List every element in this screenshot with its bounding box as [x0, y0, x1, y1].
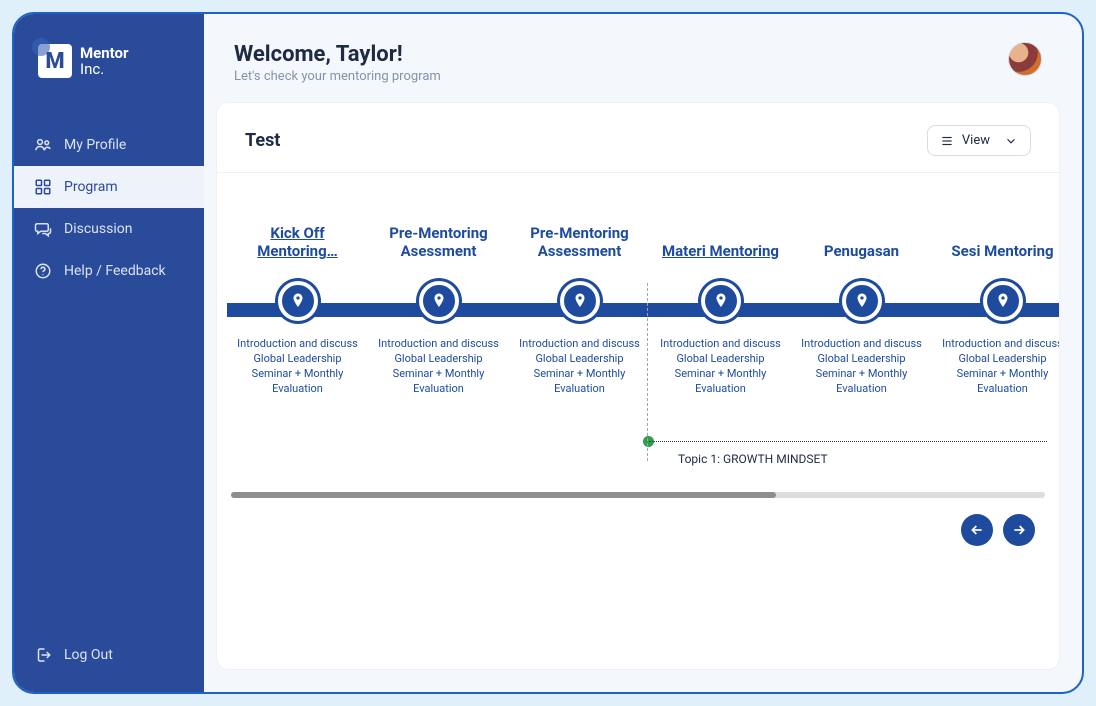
- brand-line1: Mentor: [80, 45, 128, 62]
- logout-icon: [34, 646, 52, 664]
- prev-button[interactable]: [961, 514, 993, 546]
- step-description: Introduction and discuss Global Leadersh…: [791, 337, 932, 396]
- pin-icon: [712, 292, 730, 310]
- timeline-step[interactable]: Pre-Mentoring Assessment Introduction and…: [509, 217, 650, 396]
- step-title: Pre-Mentoring Assessment: [509, 217, 650, 261]
- card-title: Test: [245, 130, 280, 151]
- step-marker: [278, 281, 318, 321]
- pin-icon: [430, 292, 448, 310]
- step-description: Introduction and discuss Global Leadersh…: [509, 337, 650, 396]
- step-description: Introduction and discuss Global Leadersh…: [227, 337, 368, 396]
- sidebar-item-discussion[interactable]: Discussion: [14, 208, 204, 250]
- timeline: Kick Off Mentoring… Introduction and disc…: [217, 173, 1059, 546]
- sidebar-item-label: Help / Feedback: [64, 263, 166, 279]
- sidebar-spacer: [14, 292, 204, 626]
- sidebar-item-label: Discussion: [64, 221, 132, 237]
- step-description: Introduction and discuss Global Leadersh…: [650, 337, 791, 396]
- arrow-left-icon: [969, 522, 985, 538]
- brand-text: Mentor Inc.: [80, 45, 128, 78]
- pin-icon: [571, 292, 589, 310]
- topic-dotted-line: [649, 441, 1047, 442]
- timeline-step[interactable]: Materi Mentoring Introduction and discuss…: [650, 217, 791, 396]
- sidebar-nav: My Profile Program Discussion Help / Fee…: [14, 124, 204, 292]
- timeline-step[interactable]: Pre-Mentoring Asessment Introduction and …: [368, 217, 509, 396]
- brand-mark-letter: M: [45, 49, 64, 74]
- brand-logo: M Mentor Inc.: [14, 34, 204, 108]
- sidebar-item-label: Program: [64, 179, 118, 195]
- chevron-down-icon: [1004, 134, 1018, 148]
- pin-icon: [853, 292, 871, 310]
- step-title: Sesi Mentoring: [932, 217, 1060, 261]
- brand-mark: M: [38, 44, 72, 78]
- brand-line2: Inc.: [80, 61, 128, 78]
- topbar: Welcome, Taylor! Let's check your mentor…: [204, 14, 1082, 102]
- sidebar-item-help[interactable]: Help / Feedback: [14, 250, 204, 292]
- view-dropdown[interactable]: View: [927, 125, 1031, 156]
- step-marker: [560, 281, 600, 321]
- page-subtitle: Let's check your mentoring program: [234, 69, 441, 84]
- list-icon: [940, 134, 954, 148]
- step-description: Introduction and discuss Global Leadersh…: [368, 337, 509, 396]
- sidebar-item-program[interactable]: Program: [14, 166, 204, 208]
- pager: [217, 498, 1059, 546]
- page-title: Welcome, Taylor!: [234, 42, 441, 67]
- step-marker: [983, 281, 1023, 321]
- help-icon: [34, 262, 52, 280]
- topic-label: Topic 1: GROWTH MINDSET: [678, 452, 828, 466]
- horizontal-scrollbar[interactable]: [231, 492, 1045, 498]
- grid-icon: [34, 178, 52, 196]
- step-marker: [842, 281, 882, 321]
- step-title: Kick Off Mentoring…: [227, 217, 368, 261]
- card-header: Test View: [217, 125, 1059, 173]
- welcome-block: Welcome, Taylor! Let's check your mentor…: [234, 42, 441, 84]
- scrollbar-thumb[interactable]: [231, 492, 776, 498]
- step-marker: [419, 281, 459, 321]
- step-marker: [701, 281, 741, 321]
- next-button[interactable]: [1003, 514, 1035, 546]
- logout-label: Log Out: [64, 647, 113, 663]
- pin-icon: [994, 292, 1012, 310]
- timeline-step[interactable]: Penugasan Introduction and discuss Global…: [791, 217, 932, 396]
- logout-button[interactable]: Log Out: [14, 626, 204, 692]
- sidebar-item-my-profile[interactable]: My Profile: [14, 124, 204, 166]
- timeline-step[interactable]: Sesi Mentoring Introduction and discuss G…: [932, 217, 1060, 396]
- step-title: Materi Mentoring: [650, 217, 791, 261]
- users-icon: [34, 136, 52, 154]
- pin-icon: [289, 292, 307, 310]
- view-label: View: [962, 133, 990, 148]
- sidebar: M Mentor Inc. My Profile Program Discuss…: [14, 14, 204, 692]
- program-card: Test View Kick Off Mentoring… Introductio…: [216, 102, 1060, 670]
- arrow-right-icon: [1011, 522, 1027, 538]
- chat-icon: [34, 220, 52, 238]
- timeline-steps: Kick Off Mentoring… Introduction and disc…: [217, 217, 1059, 396]
- app-shell: M Mentor Inc. My Profile Program Discuss…: [12, 12, 1084, 694]
- main: Welcome, Taylor! Let's check your mentor…: [204, 14, 1082, 692]
- avatar[interactable]: [1008, 42, 1042, 76]
- step-title: Pre-Mentoring Asessment: [368, 217, 509, 261]
- step-title: Penugasan: [791, 217, 932, 261]
- step-description: Introduction and discuss Global Leadersh…: [932, 337, 1060, 396]
- timeline-step[interactable]: Kick Off Mentoring… Introduction and disc…: [227, 217, 368, 396]
- topic-row: Topic 1: GROWTH MINDSET: [217, 436, 1059, 464]
- sidebar-item-label: My Profile: [64, 137, 126, 153]
